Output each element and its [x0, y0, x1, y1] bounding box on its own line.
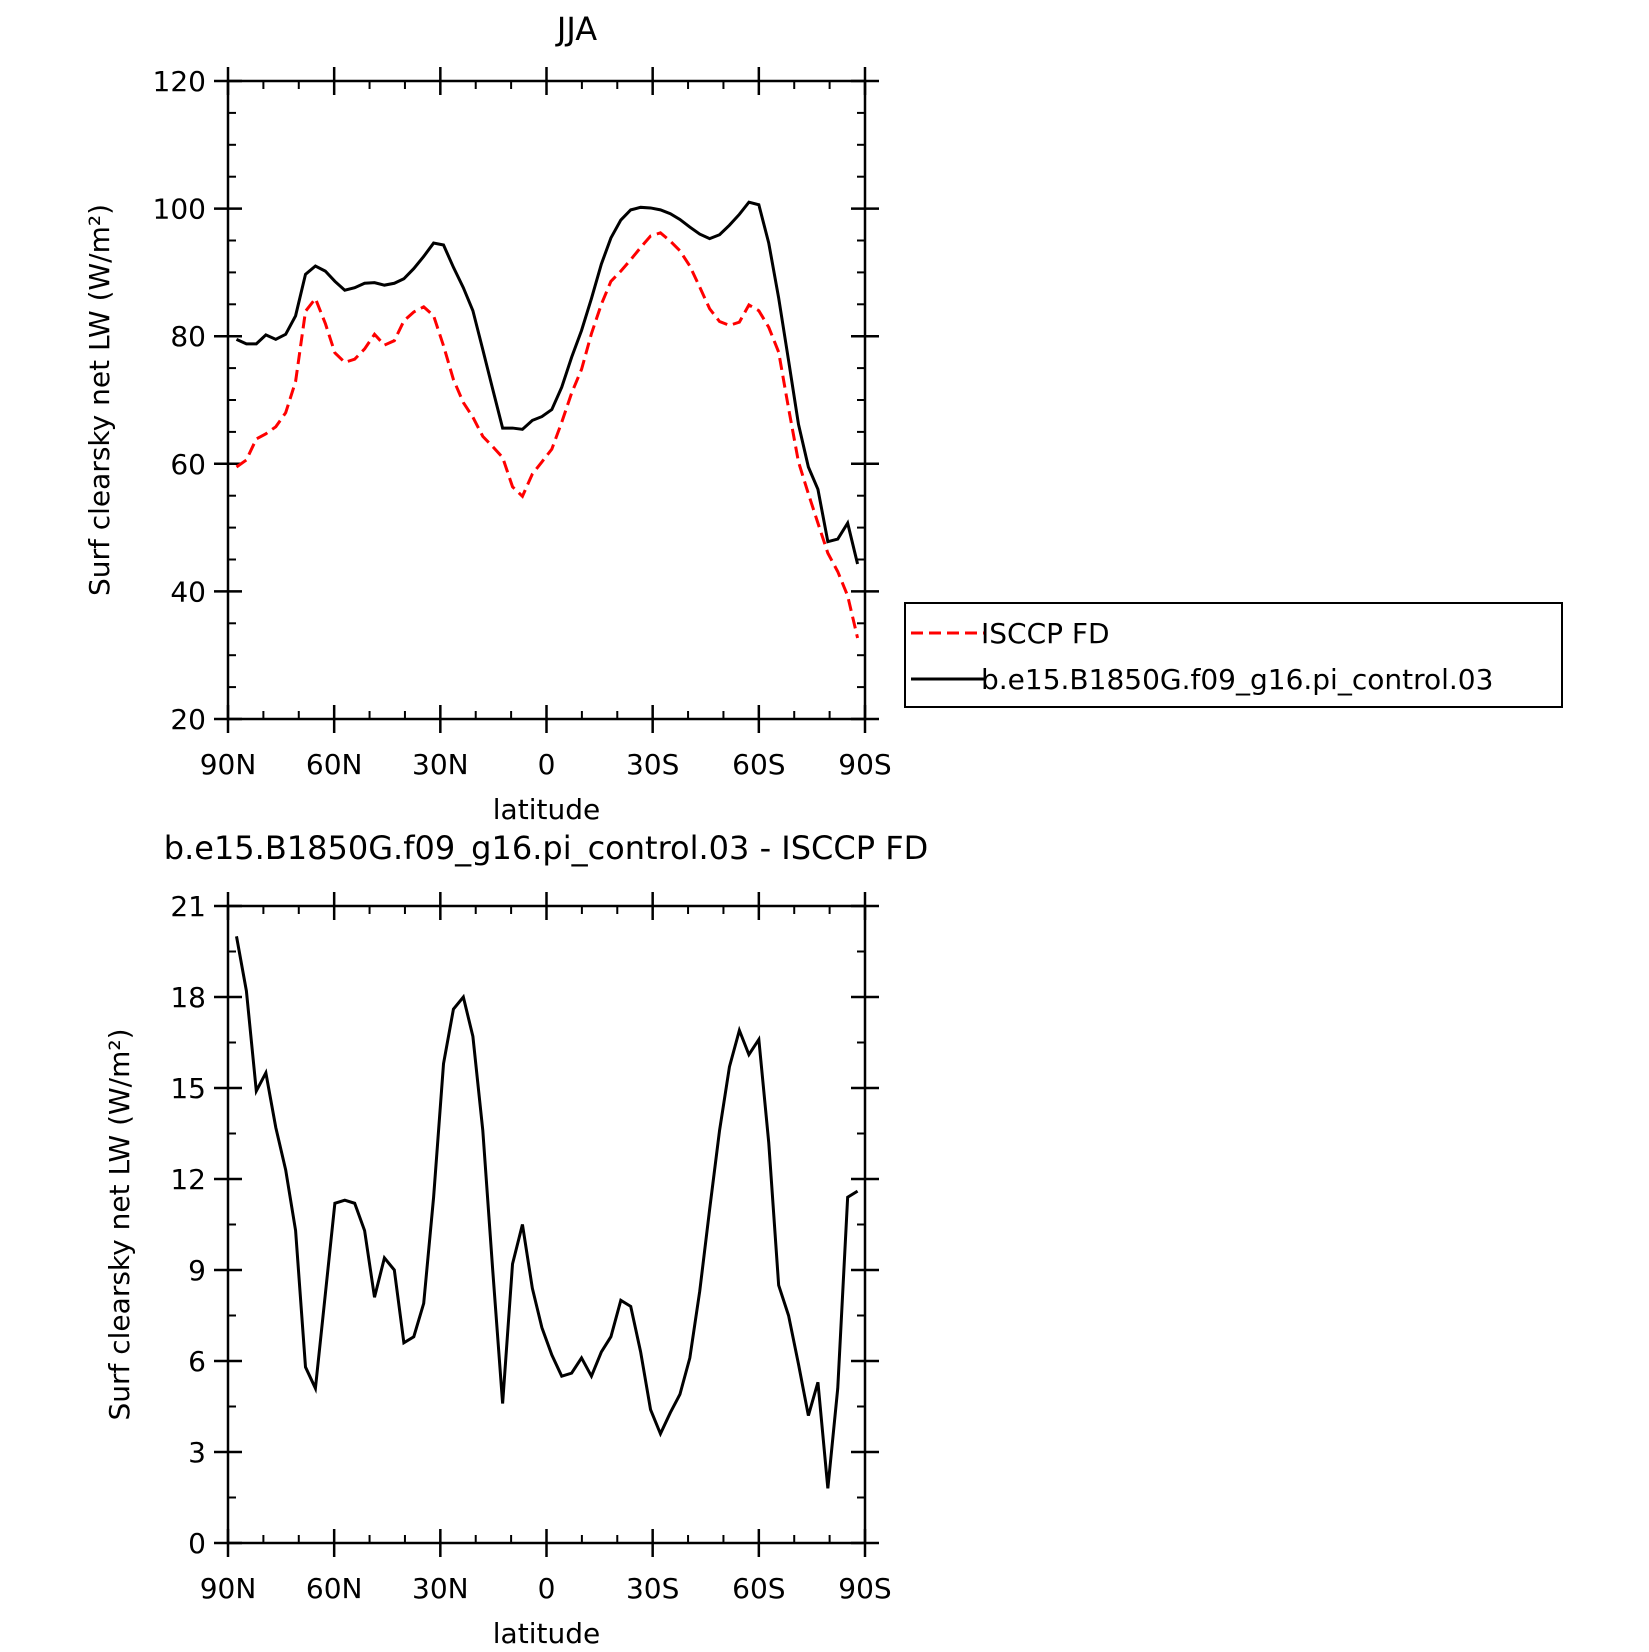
y-tick-label: 6 [188, 1345, 206, 1378]
y-tick-label: 18 [170, 981, 206, 1014]
y-tick-label: 9 [188, 1254, 206, 1287]
x-tick-label: 30N [412, 1572, 469, 1605]
data-line [235, 231, 860, 639]
chart-title: JJA [555, 10, 597, 48]
legend-label: b.e15.B1850G.f09_g16.pi_control.03 [981, 663, 1493, 696]
y-tick-label: 80 [170, 320, 206, 353]
y-tick-label: 21 [170, 890, 206, 923]
data-line [235, 936, 859, 1489]
y-axis-label: Surf clearsky net LW (W/m²) [103, 1028, 136, 1420]
y-tick-label: 40 [170, 575, 206, 608]
x-tick-label: 0 [538, 748, 556, 781]
plot-frame [226, 79, 867, 721]
y-tick-label: 100 [153, 193, 206, 226]
x-tick-label: 60N [306, 748, 363, 781]
legend-label: ISCCP FD [981, 617, 1110, 650]
data-line [235, 200, 860, 565]
x-tick-label: 90S [838, 1572, 891, 1605]
y-tick-label: 60 [170, 448, 206, 481]
x-tick-label: 90N [200, 1572, 257, 1605]
x-axis-label: latitude [493, 1617, 600, 1650]
y-tick-label: 120 [153, 65, 206, 98]
x-tick-label: 0 [538, 1572, 556, 1605]
y-axis-label: Surf clearsky net LW (W/m²) [83, 204, 116, 596]
x-tick-label: 30S [626, 748, 679, 781]
y-tick-label: 0 [188, 1527, 206, 1560]
y-tick-label: 15 [170, 1072, 206, 1105]
x-tick-label: 60N [306, 1572, 363, 1605]
y-tick-label: 12 [170, 1163, 206, 1196]
x-tick-label: 60S [732, 748, 785, 781]
legend-box [904, 602, 1563, 708]
chart-title: b.e15.B1850G.f09_g16.pi_control.03 - ISC… [164, 829, 928, 867]
x-tick-label: 90S [838, 748, 891, 781]
y-tick-label: 20 [170, 703, 206, 736]
x-axis-label: latitude [493, 793, 600, 826]
y-tick-label: 3 [188, 1436, 206, 1469]
x-tick-label: 90N [200, 748, 257, 781]
x-tick-label: 30S [626, 1572, 679, 1605]
plot-frame [226, 904, 867, 1545]
x-tick-label: 30N [412, 748, 469, 781]
x-tick-label: 60S [732, 1572, 785, 1605]
